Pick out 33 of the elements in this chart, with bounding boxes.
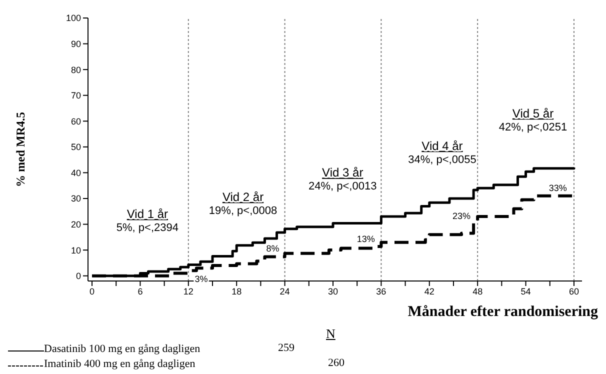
y-tick-label: 50 bbox=[70, 142, 81, 152]
x-tick-label: 36 bbox=[376, 286, 386, 296]
text: 260 bbox=[328, 357, 344, 369]
annotation: 33% bbox=[548, 182, 567, 193]
x-tick-label: 54 bbox=[520, 286, 531, 296]
x-tick-label: 24 bbox=[280, 286, 290, 296]
x-tick-label: 6 bbox=[138, 286, 143, 296]
x-tick-label: 0 bbox=[90, 286, 95, 296]
y-tick-label: 90 bbox=[70, 38, 81, 49]
x-tick-label: 12 bbox=[183, 286, 194, 296]
legend-label: Dasatinib 100 mg en gång dagligen bbox=[44, 343, 200, 355]
x-tick-label: 42 bbox=[424, 286, 434, 296]
y-axis-title: % med MR4.5 bbox=[13, 112, 28, 187]
text: N bbox=[326, 326, 336, 342]
text: 259 bbox=[278, 342, 294, 354]
y-tick-label: 20 bbox=[70, 219, 81, 230]
y-tick-label: 10 bbox=[70, 245, 81, 256]
x-tick-label: 30 bbox=[328, 286, 338, 296]
x-tick-label: 48 bbox=[472, 286, 483, 296]
y-tick-label: 70 bbox=[70, 90, 81, 101]
annotation: 8% bbox=[266, 243, 280, 254]
y-tick-label: 80 bbox=[70, 64, 81, 75]
x-tick-label: 60 bbox=[568, 286, 579, 296]
y-tick-label: 100 bbox=[66, 13, 81, 24]
x-axis-title: Månader efter randomisering bbox=[406, 304, 598, 321]
y-tick-label: 40 bbox=[70, 168, 81, 178]
y-tick-label: 0 bbox=[76, 271, 81, 282]
annotation: 13% bbox=[356, 234, 375, 244]
y-tick-label: 30 bbox=[70, 194, 81, 204]
y-tick-label: 60 bbox=[70, 116, 81, 126]
annotation: 23% bbox=[452, 210, 471, 221]
legend-label: Imatinib 400 mg en gång dagligen bbox=[44, 358, 196, 370]
x-tick-label: 18 bbox=[232, 286, 242, 296]
